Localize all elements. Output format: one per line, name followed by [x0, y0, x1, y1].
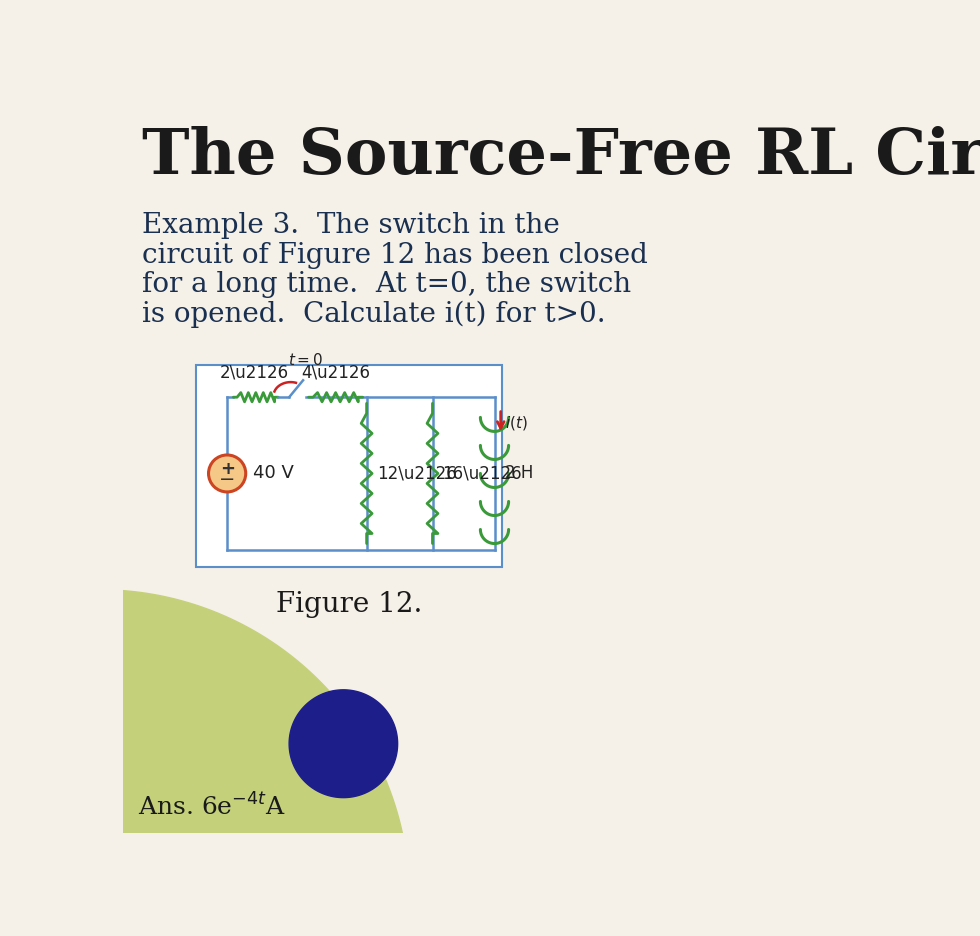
- Polygon shape: [0, 590, 410, 936]
- Text: $i(t)$: $i(t)$: [506, 414, 528, 432]
- Circle shape: [209, 455, 246, 492]
- Text: 2\u2126: 2\u2126: [220, 364, 289, 382]
- Text: The Source-Free RL Circuit: The Source-Free RL Circuit: [142, 126, 980, 187]
- Text: 16\u2126: 16\u2126: [443, 464, 522, 482]
- Text: Ans. 6e$^{-4t}$A: Ans. 6e$^{-4t}$A: [138, 794, 286, 821]
- Text: Example 3.  The switch in the: Example 3. The switch in the: [142, 212, 560, 240]
- Polygon shape: [289, 690, 398, 797]
- Text: $t=0$: $t=0$: [287, 352, 322, 368]
- Text: 12\u2126: 12\u2126: [376, 464, 457, 482]
- Text: Figure 12.: Figure 12.: [276, 592, 422, 619]
- Text: 40 V: 40 V: [254, 464, 294, 482]
- Bar: [196, 365, 503, 566]
- Text: 4\u2126: 4\u2126: [301, 364, 370, 382]
- Text: −: −: [219, 470, 235, 490]
- Text: +: +: [220, 460, 234, 478]
- Text: 2 H: 2 H: [505, 464, 533, 482]
- Text: is opened.  Calculate i(t) for t>0.: is opened. Calculate i(t) for t>0.: [142, 300, 606, 328]
- Text: for a long time.  At t=0, the switch: for a long time. At t=0, the switch: [142, 271, 631, 298]
- Text: circuit of Figure 12 has been closed: circuit of Figure 12 has been closed: [142, 241, 648, 269]
